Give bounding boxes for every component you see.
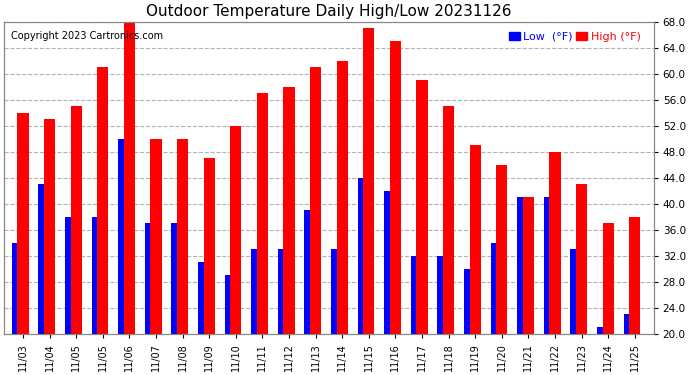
Bar xyxy=(437,256,448,375)
Bar xyxy=(225,275,236,375)
Bar xyxy=(304,210,315,375)
Bar xyxy=(177,139,188,375)
Bar xyxy=(571,249,582,375)
Bar xyxy=(278,249,289,375)
Legend: Low  (°F), High (°F): Low (°F), High (°F) xyxy=(504,27,645,46)
Bar xyxy=(624,314,635,375)
Title: Outdoor Temperature Daily High/Low 20231126: Outdoor Temperature Daily High/Low 20231… xyxy=(146,4,512,19)
Bar xyxy=(523,197,534,375)
Text: Copyright 2023 Cartronics.com: Copyright 2023 Cartronics.com xyxy=(10,31,163,41)
Bar xyxy=(284,87,295,375)
Bar xyxy=(417,80,428,375)
Bar xyxy=(384,191,395,375)
Bar xyxy=(544,197,555,375)
Bar xyxy=(443,106,454,375)
Bar xyxy=(337,61,348,375)
Bar xyxy=(470,145,481,375)
Bar xyxy=(92,217,103,375)
Bar xyxy=(357,178,369,375)
Bar xyxy=(602,223,614,375)
Bar xyxy=(496,165,507,375)
Bar xyxy=(70,106,82,375)
Bar xyxy=(576,184,587,375)
Bar xyxy=(491,243,502,375)
Bar xyxy=(124,22,135,375)
Bar xyxy=(629,217,640,375)
Bar xyxy=(230,126,241,375)
Bar xyxy=(44,119,55,375)
Bar xyxy=(172,223,183,375)
Bar xyxy=(549,152,560,375)
Bar xyxy=(597,327,608,375)
Bar xyxy=(12,243,23,375)
Bar xyxy=(204,158,215,375)
Bar xyxy=(118,139,130,375)
Bar xyxy=(331,249,342,375)
Bar xyxy=(390,41,401,375)
Bar xyxy=(97,67,108,375)
Bar xyxy=(310,67,322,375)
Bar xyxy=(251,249,262,375)
Bar xyxy=(39,184,50,375)
Bar xyxy=(145,223,156,375)
Bar xyxy=(257,93,268,375)
Bar xyxy=(411,256,422,375)
Bar xyxy=(518,197,529,375)
Bar xyxy=(17,113,29,375)
Bar xyxy=(464,269,475,375)
Bar xyxy=(150,139,161,375)
Bar xyxy=(363,28,375,375)
Bar xyxy=(65,217,77,375)
Bar xyxy=(198,262,209,375)
